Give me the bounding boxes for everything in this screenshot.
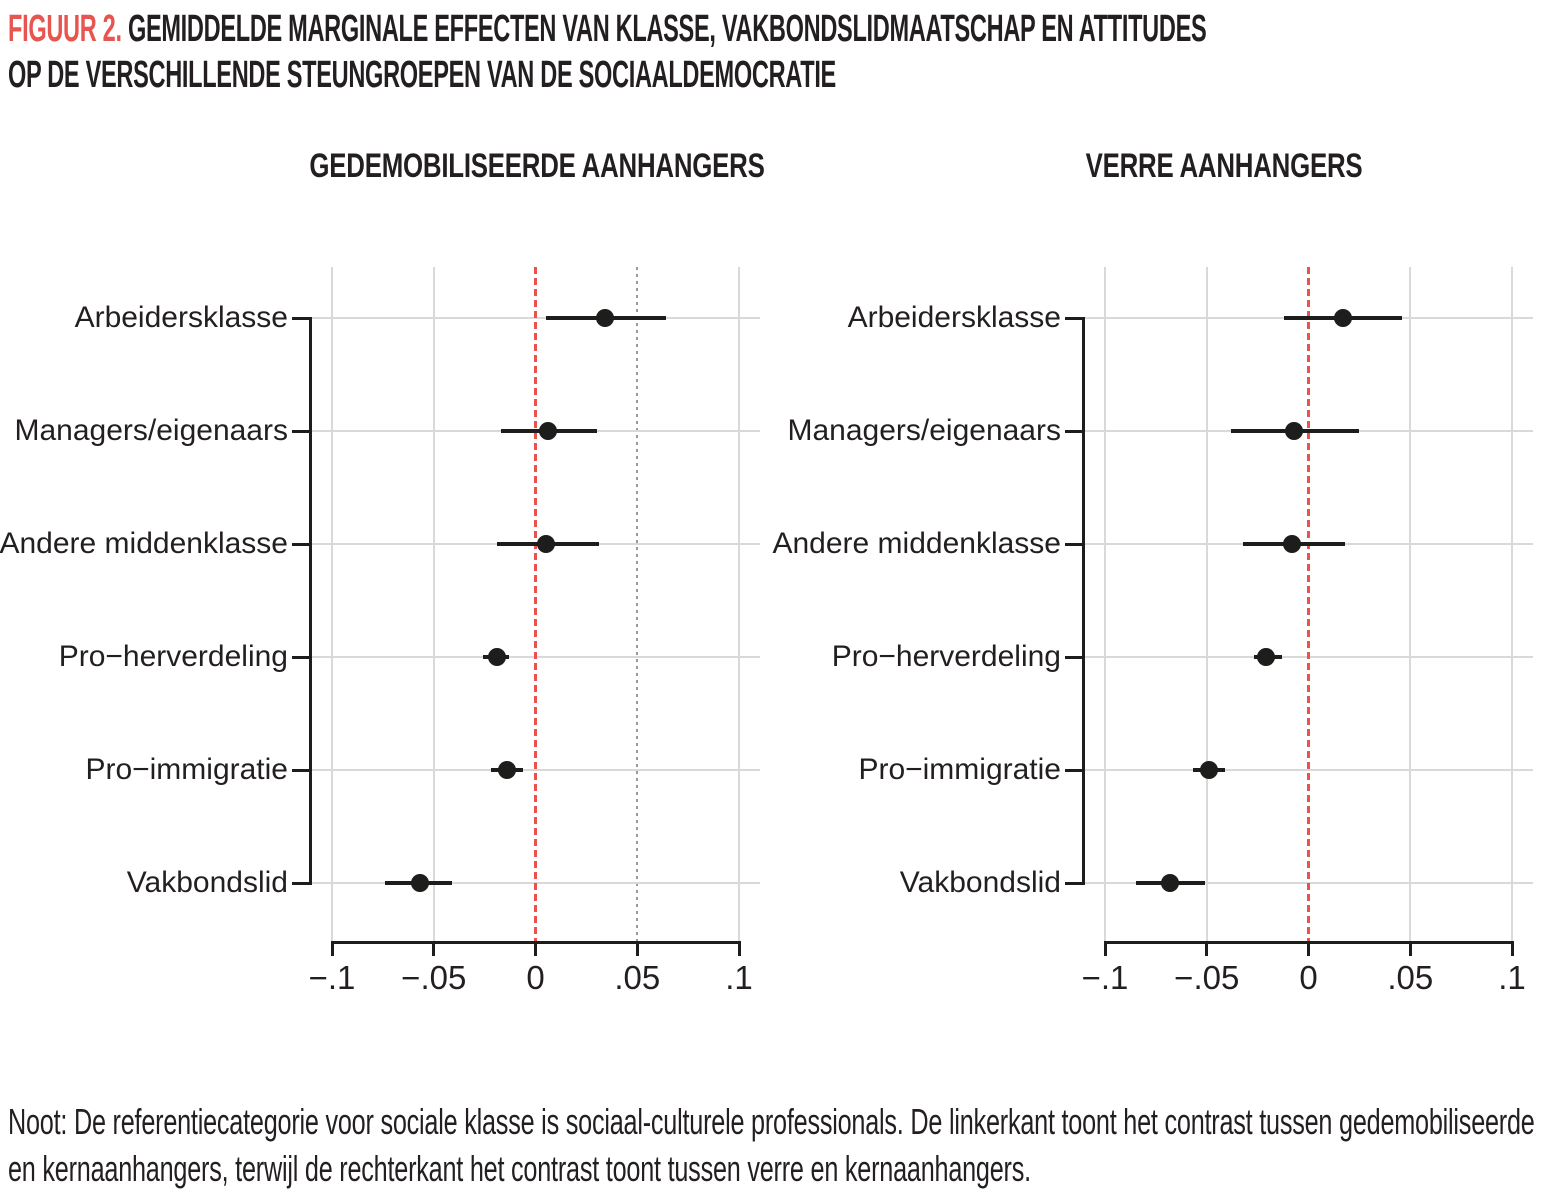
- category-tick: [292, 655, 310, 659]
- x-axis-tick-label: 0: [526, 959, 545, 996]
- x-axis-tick-label: .1: [1498, 959, 1526, 996]
- category-label: Arbeidersklasse: [74, 301, 288, 334]
- category-label: Pro−herverdeling: [58, 640, 288, 673]
- category-tick: [1065, 429, 1083, 433]
- x-axis-tick: [330, 941, 334, 956]
- category-tick: [1065, 881, 1083, 885]
- point-estimate: [487, 648, 506, 666]
- x-axis-tick: [1205, 941, 1209, 956]
- category-label: Andere middenklasse: [772, 527, 1061, 560]
- category-tick: [1065, 316, 1083, 320]
- x-axis-tick: [737, 941, 741, 956]
- category-tick: [292, 542, 310, 546]
- x-axis-tick: [1510, 941, 1514, 956]
- category-tick: [1065, 768, 1083, 772]
- figure-title-line2: OP DE VERSCHILLENDE STEUNGROEPEN VAN DE …: [8, 54, 836, 96]
- point-estimate: [1256, 648, 1275, 666]
- x-axis-tick-label: −.05: [401, 959, 467, 996]
- x-axis-tick-label: .1: [725, 959, 753, 996]
- category-label: Pro−herverdeling: [831, 640, 1061, 673]
- x-axis-tick-label: .05: [1387, 959, 1434, 996]
- grid-line-x: [432, 267, 435, 941]
- grid-line-x: [331, 267, 333, 941]
- grid-line-x: [1409, 267, 1412, 941]
- category-label: Vakbondslid: [899, 866, 1061, 899]
- x-axis-tick-label: −.05: [1174, 959, 1240, 996]
- figure-title-line1: FIGUUR 2. GEMIDDELDE MARGINALE EFFECTEN …: [8, 6, 1496, 52]
- panel-title-verre: VERRE AANHANGERS: [1085, 147, 1363, 185]
- category-label: Andere middenklasse: [0, 527, 288, 560]
- point-estimate: [498, 761, 516, 779]
- coef-plot-gedemobiliseerde: Arbeidersklasse Managers/eigenaars Andere …: [0, 267, 760, 996]
- x-axis-tick: [534, 941, 537, 956]
- category-tick: [292, 881, 310, 885]
- grid-line-x: [1511, 267, 1513, 941]
- y-axis-spine: [1082, 316, 1085, 885]
- category-label: Pro−immigratie: [85, 753, 288, 786]
- category-tick: [1065, 542, 1083, 546]
- grid-line-x: [1205, 267, 1208, 941]
- grid-line-x-dotted: [636, 267, 639, 941]
- point-estimate: [595, 309, 614, 327]
- category-label: Arbeidersklasse: [847, 301, 1061, 334]
- x-axis-tick: [1408, 941, 1412, 956]
- category-tick: [292, 768, 310, 772]
- figure-number-label: FIGUUR 2.: [8, 8, 122, 50]
- category-tick: [292, 429, 310, 433]
- x-axis-tick: [1307, 941, 1310, 956]
- x-axis-tick: [432, 941, 436, 956]
- category-label: Managers/eigenaars: [787, 414, 1061, 447]
- point-estimate: [410, 874, 429, 892]
- figure-title: FIGUUR 2. GEMIDDELDE MARGINALE EFFECTEN …: [8, 6, 1496, 98]
- coef-plot-verre: Arbeidersklasse Managers/eigenaars Andere …: [772, 267, 1533, 996]
- panel-title-gedemobiliseerde: GEDEMOBILISEERDE AANHANGERS: [309, 147, 765, 185]
- figure-note: Noot: De referentiecategorie voor social…: [8, 1101, 1535, 1189]
- zero-refline: [534, 267, 537, 941]
- grid-line-x: [738, 267, 740, 941]
- category-tick: [1065, 655, 1083, 659]
- category-label: Pro−immigratie: [858, 753, 1061, 786]
- category-tick: [292, 316, 310, 320]
- figure-title-text: GEMIDDELDE MARGINALE EFFECTEN VAN KLASSE…: [127, 8, 1207, 50]
- grid-line-x: [1104, 267, 1106, 941]
- y-axis-spine: [309, 316, 312, 885]
- point-estimate: [1285, 422, 1304, 440]
- zero-refline: [1307, 267, 1310, 941]
- point-estimate: [1161, 874, 1180, 892]
- category-label: Managers/eigenaars: [14, 414, 288, 447]
- x-axis-tick: [1103, 941, 1107, 956]
- point-estimate: [1334, 309, 1353, 327]
- category-label: Vakbondslid: [126, 866, 288, 899]
- x-axis-tick-label: −.1: [1081, 959, 1129, 996]
- point-estimate: [1283, 535, 1302, 553]
- x-axis-tick-label: −.1: [308, 959, 356, 996]
- point-estimate: [538, 422, 557, 440]
- x-axis-tick-label: .05: [614, 959, 661, 996]
- x-axis-tick: [635, 941, 639, 956]
- x-axis-tick-label: 0: [1299, 959, 1318, 996]
- point-estimate: [1199, 761, 1218, 779]
- point-estimate: [536, 535, 555, 553]
